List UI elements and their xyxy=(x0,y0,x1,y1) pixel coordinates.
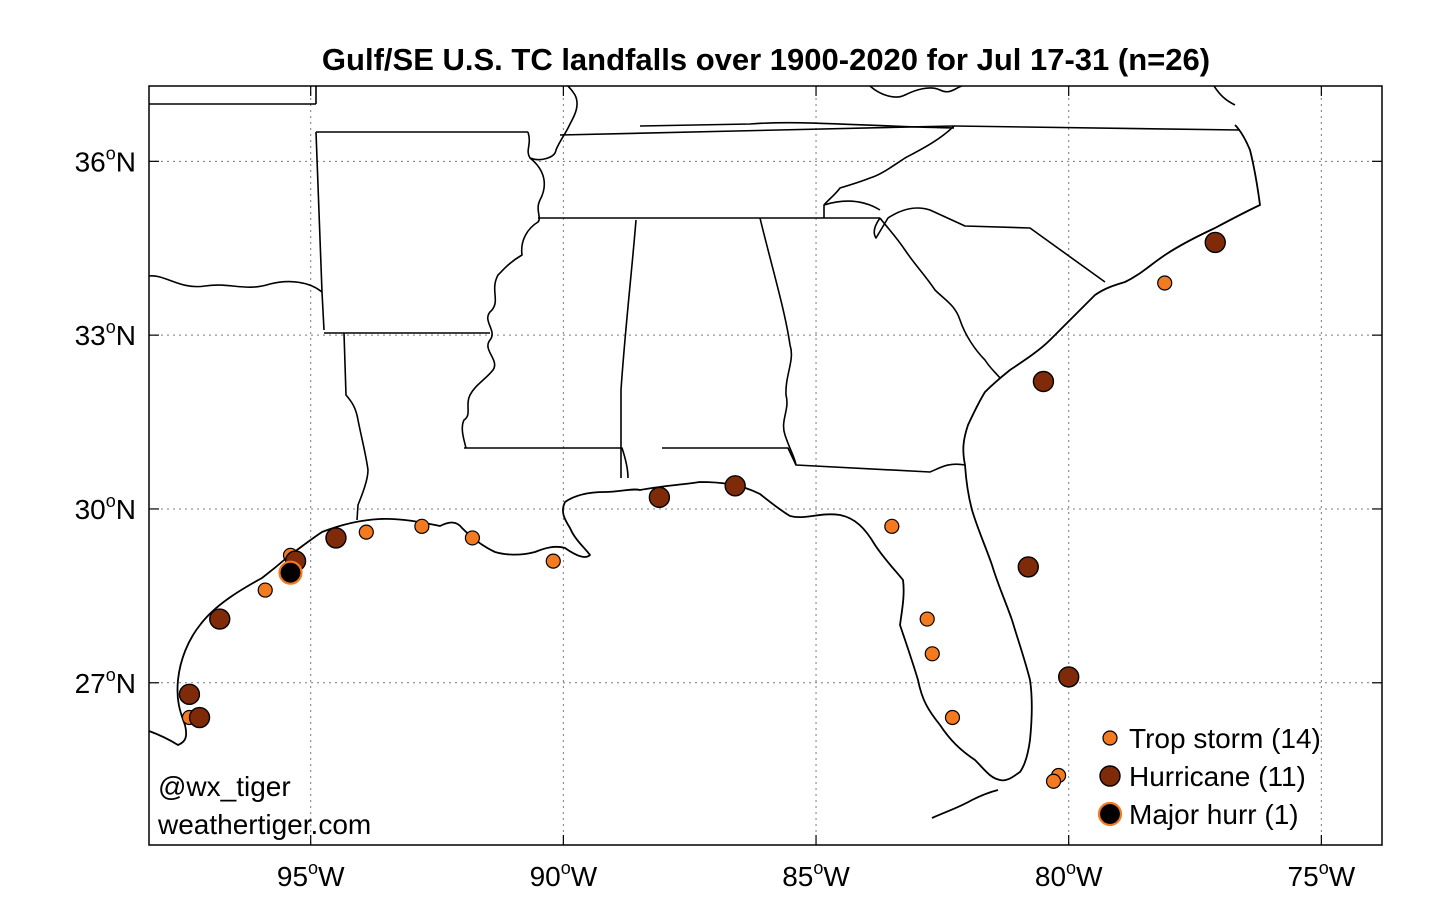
florida-keys xyxy=(931,789,999,819)
legend-label-major-hurr: Major hurr (1) xyxy=(1129,799,1299,830)
y-tick-labels: 27oN 30oN 33oN 36oN xyxy=(75,143,136,698)
credit-site: weathertiger.com xyxy=(157,809,371,840)
ga-sc-border xyxy=(879,217,1001,379)
x-tick-label-95: 95oW xyxy=(277,858,345,892)
x-tick-label-75: 75oW xyxy=(1288,858,1356,892)
ms-la-border xyxy=(464,447,629,479)
hurricane-landfall-point xyxy=(724,475,746,497)
trop-storm-landfall-point xyxy=(358,524,374,540)
trop-storm-landfall-point xyxy=(545,553,561,569)
ky-tn-border xyxy=(559,125,955,136)
trop-storm-landfall-point xyxy=(884,518,900,534)
y-tick-label-33: 33oN xyxy=(75,317,136,351)
mississippi-river xyxy=(461,86,578,449)
tn-nc-border xyxy=(823,125,955,218)
legend-label-trop-storm: Trop storm (14) xyxy=(1129,723,1321,754)
legend-label-hurricane: Hurricane (11) xyxy=(1129,761,1306,792)
trop-storm-landfall-point xyxy=(944,709,961,726)
fl-north-border xyxy=(662,447,966,473)
y-tick-label-30: 30oN xyxy=(75,491,136,525)
trop-storm-landfall-point xyxy=(464,530,481,546)
ky-north-fragment xyxy=(639,121,955,129)
y-tick-label-36: 36oN xyxy=(75,143,136,177)
ohio-river xyxy=(869,86,1236,106)
hurricane-landfall-point xyxy=(648,486,671,509)
legend-swatch-major-hurr xyxy=(1097,801,1123,827)
landfall-markers xyxy=(178,231,1226,789)
va-nc-border xyxy=(953,125,1241,131)
hurricane-landfall-point xyxy=(178,683,201,706)
major-hurr-landfall-point xyxy=(278,560,303,585)
geography xyxy=(149,86,1261,819)
trop-storm-landfall-point xyxy=(1157,275,1173,291)
hurricane-landfall-point xyxy=(1032,370,1055,393)
legend-swatch-trop-storm xyxy=(1102,730,1118,746)
nc-west-border xyxy=(823,200,881,211)
ar-west-border xyxy=(315,131,325,331)
red-river-border xyxy=(149,275,323,293)
x-tick-label-80: 80oW xyxy=(1035,858,1103,892)
credit-handle: @wx_tiger xyxy=(158,771,291,802)
trop-storm-landfall-point xyxy=(919,611,935,627)
tx-la-border xyxy=(343,332,369,521)
hurricane-landfall-point xyxy=(209,608,231,630)
legend: Trop storm (14) Hurricane (11) Major hurr … xyxy=(1097,723,1321,830)
trop-storm-landfall-point xyxy=(924,646,940,662)
x-tick-labels: 95oW 90oW 85oW 80oW 75oW xyxy=(277,858,1356,892)
x-tick-label-85: 85oW xyxy=(782,858,850,892)
gulf-coastline xyxy=(149,124,1261,782)
graticule xyxy=(149,86,1382,845)
al-ga-border xyxy=(759,217,797,466)
x-tick-label-90: 90oW xyxy=(530,858,598,892)
trop-storm-landfall-point xyxy=(257,582,273,598)
legend-swatch-hurricane xyxy=(1099,765,1121,787)
plot-frame xyxy=(148,85,1383,846)
chart-title: Gulf/SE U.S. TC landfalls over 1900-2020… xyxy=(322,42,1210,77)
nc-sc-border xyxy=(873,207,1106,283)
y-tick-label-27: 27oN xyxy=(75,665,136,699)
ms-al-border xyxy=(620,219,637,478)
hurricane-landfall-point xyxy=(188,706,211,729)
hurricane-landfall-point xyxy=(1057,666,1080,688)
trop-storm-landfall-point xyxy=(414,518,430,534)
hurricane-landfall-point xyxy=(1017,556,1039,578)
state-borders xyxy=(149,86,1241,521)
trop-storm-landfall-point xyxy=(1045,773,1062,789)
hurricane-landfall-point xyxy=(325,527,347,549)
hurricane-landfall-point xyxy=(1204,231,1226,254)
